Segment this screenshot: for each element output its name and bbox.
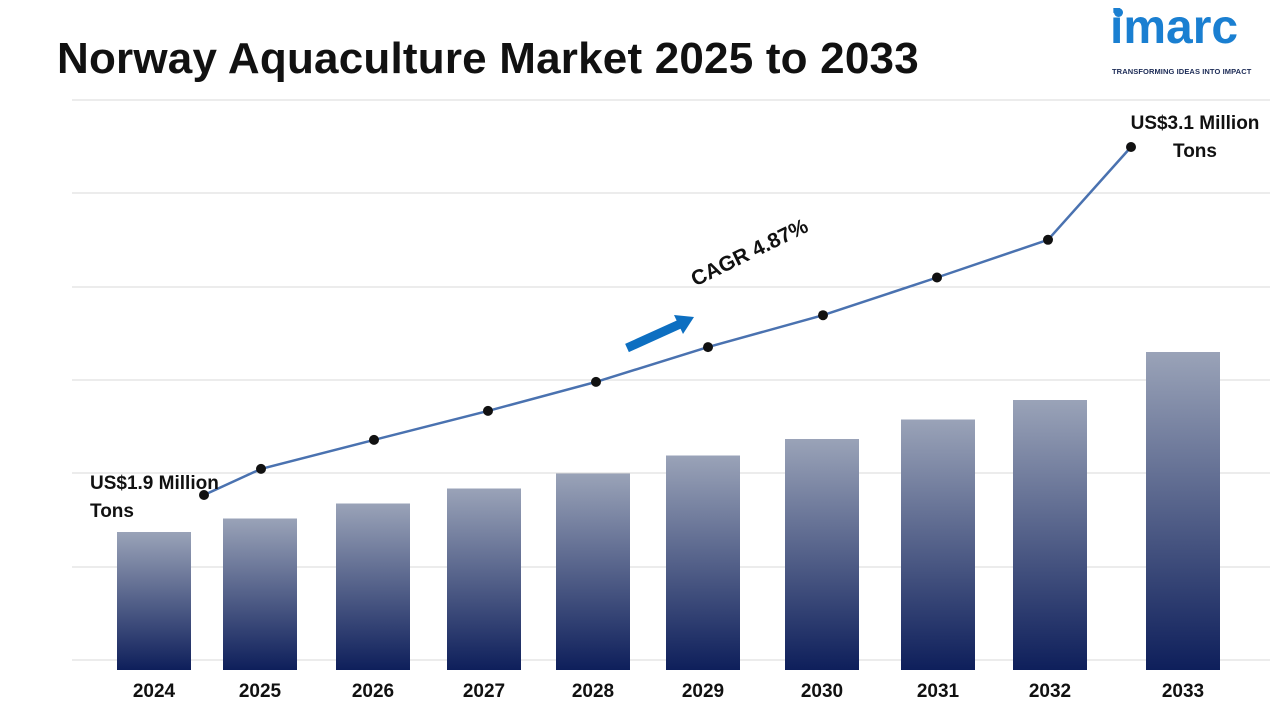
- trend-polyline: [203, 146, 1132, 497]
- x-tick-labels: 2024 2025 2026 2027 2028 2029 2030 2031 2032 2033: [133, 681, 1204, 702]
- bar-2032: [1013, 400, 1087, 670]
- bar-2026: [336, 503, 410, 670]
- bars: [117, 352, 1220, 670]
- bar-2030: [785, 439, 859, 670]
- bar-2024: [117, 532, 191, 670]
- bar-2025: [223, 518, 297, 670]
- bar-2033: [1146, 352, 1220, 670]
- bar-2027: [447, 488, 521, 670]
- x-tick-2033: 2033: [1162, 681, 1204, 702]
- x-tick-2026: 2026: [352, 681, 394, 702]
- x-tick-2030: 2030: [801, 681, 843, 702]
- x-tick-2029: 2029: [682, 681, 724, 702]
- end-value-label: US$3.1 Million Tons: [1130, 113, 1260, 162]
- cagr-arrow-icon: [625, 315, 694, 353]
- start-value-label: US$1.9 Million Tons: [90, 473, 219, 522]
- imarc-logo: imarc TRANSFORMING IDEAS INTO IMPACT: [1108, 1, 1274, 78]
- bar-2029: [666, 455, 740, 670]
- logo-wordmark: imarc: [1110, 1, 1239, 54]
- logo-dot-icon: [1114, 8, 1123, 17]
- trend-point-2028: [591, 376, 601, 387]
- x-tick-2028: 2028: [572, 681, 614, 702]
- logo-tagline: TRANSFORMING IDEAS INTO IMPACT: [1112, 67, 1252, 76]
- trend-point-2026: [369, 434, 379, 445]
- bar-2031: [901, 419, 975, 670]
- trend-point-2029: [703, 342, 713, 353]
- trend-point-2030: [818, 310, 828, 321]
- bar-2028: [556, 473, 630, 670]
- x-tick-2024: 2024: [133, 681, 176, 702]
- trend-point-2025: [256, 463, 266, 474]
- trend-point-2024: [199, 490, 209, 500]
- trend-point-2027: [483, 405, 493, 416]
- page-title: Norway Aquaculture Market 2025 to 2033: [57, 34, 919, 83]
- x-tick-2032: 2032: [1029, 681, 1071, 702]
- trend-point-2032: [1043, 234, 1053, 245]
- cagr-arrow-head: [674, 315, 694, 334]
- trend-line: [199, 142, 1136, 500]
- x-tick-2031: 2031: [917, 681, 960, 702]
- x-tick-2025: 2025: [239, 681, 282, 702]
- cagr-arrow-shaft: [625, 319, 682, 353]
- x-tick-2027: 2027: [463, 681, 505, 702]
- trend-point-2031: [932, 272, 942, 283]
- trend-point-2033: [1126, 142, 1136, 152]
